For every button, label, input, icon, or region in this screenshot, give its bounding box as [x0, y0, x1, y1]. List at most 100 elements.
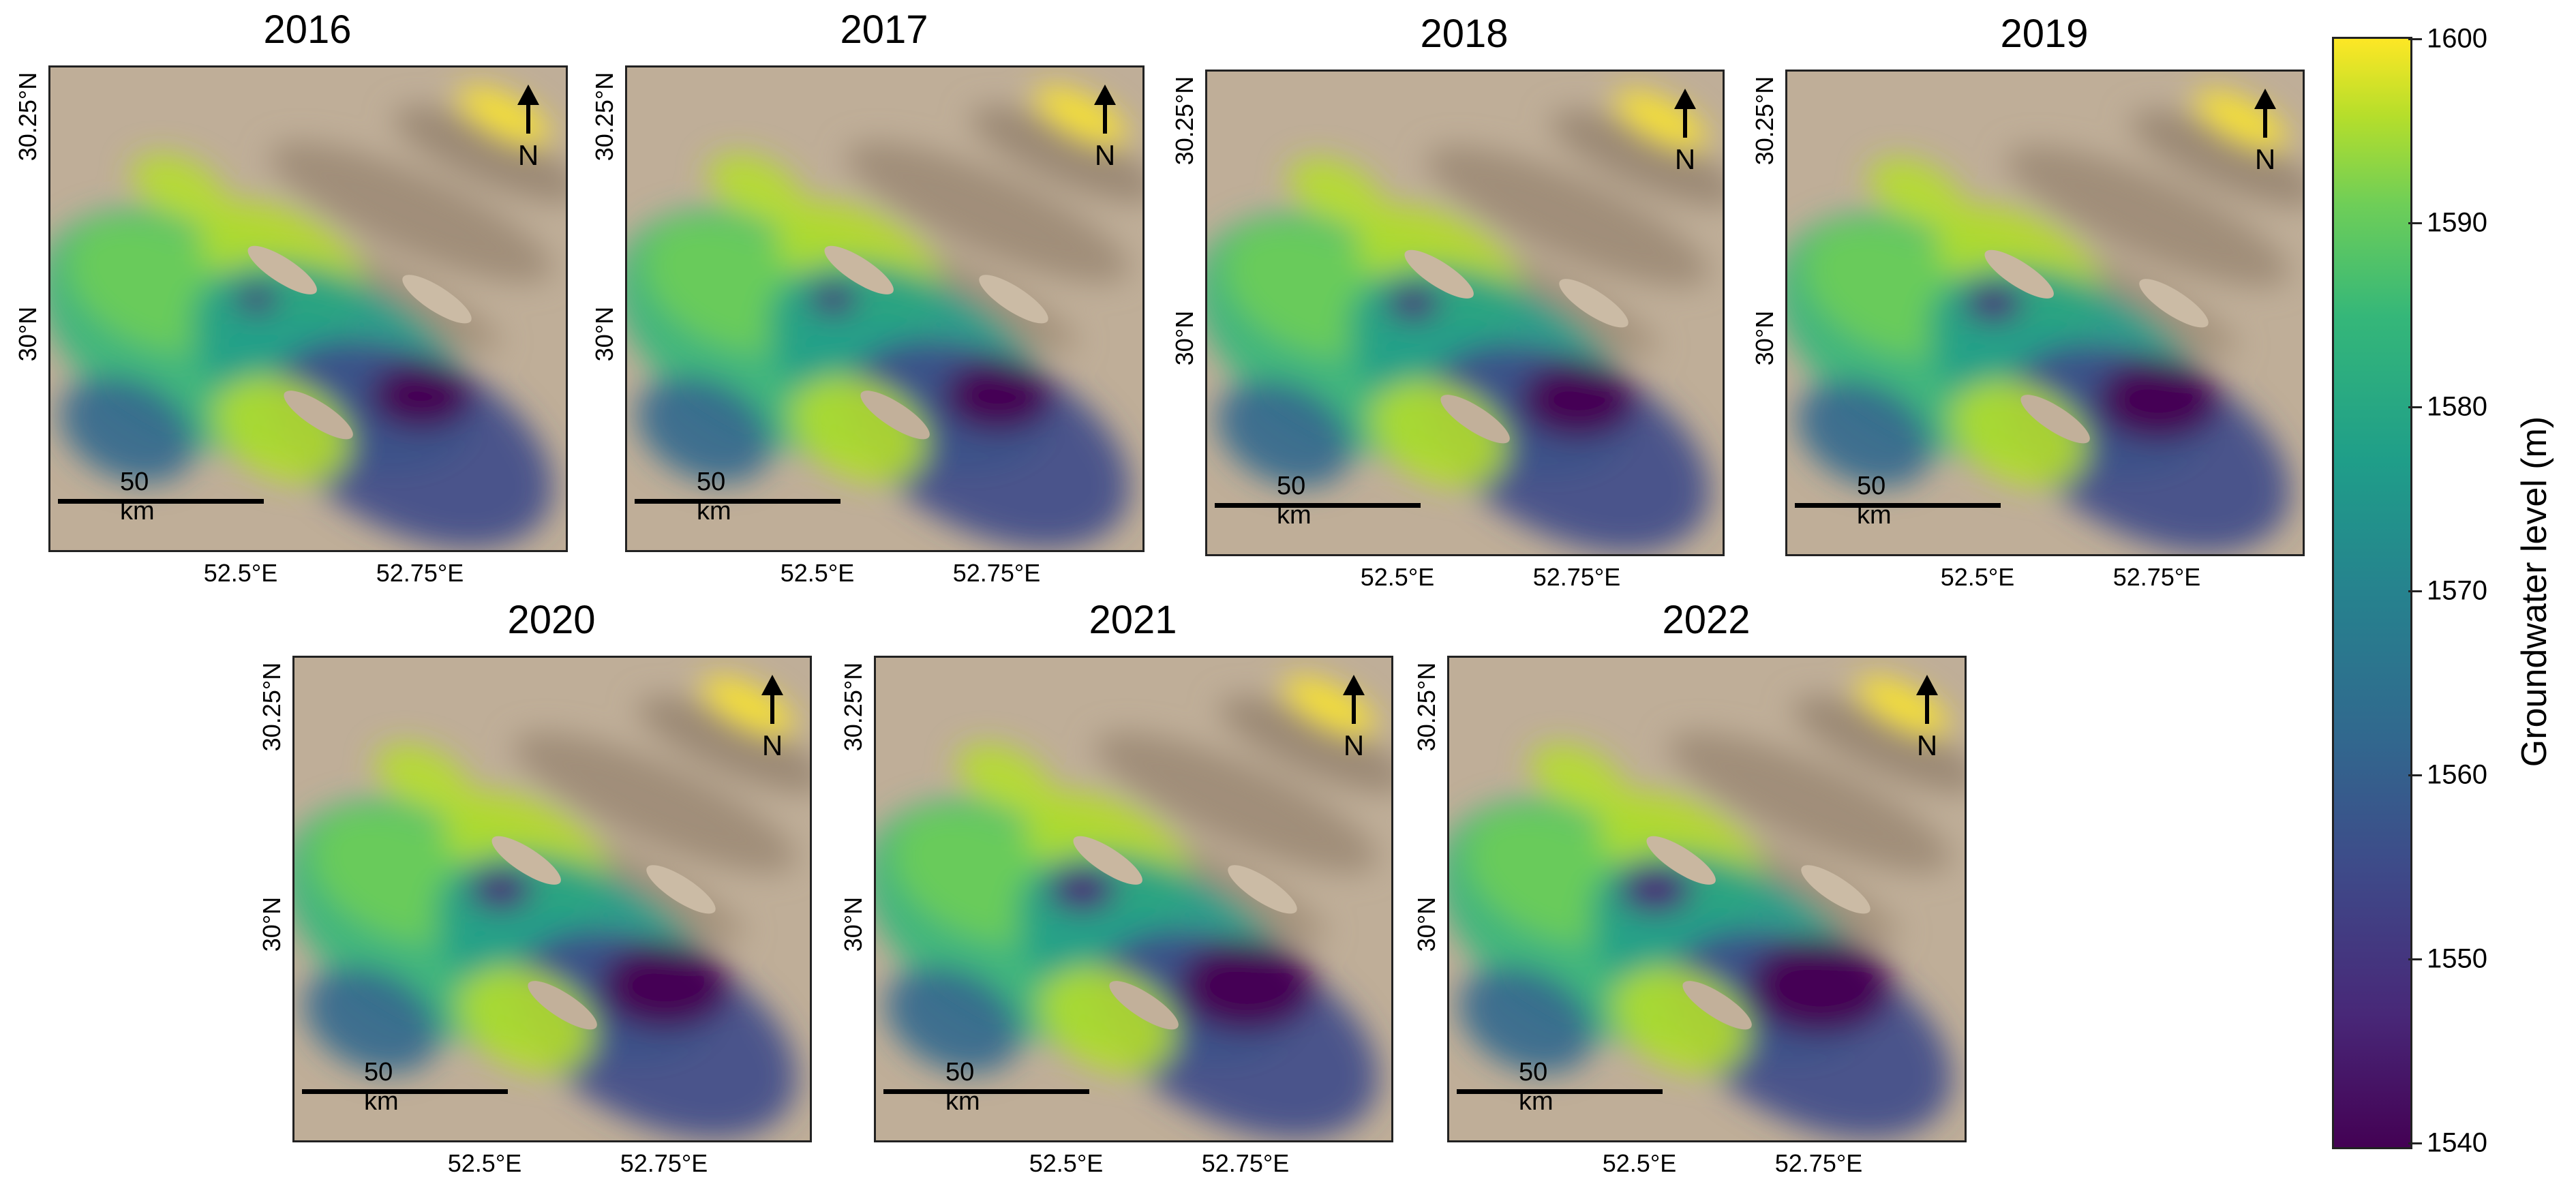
latitude-label: 30.25°N — [839, 662, 867, 752]
north-arrow-head — [2254, 89, 2276, 109]
scale-bar-label: 50 km — [945, 1058, 980, 1116]
scale-bar-label: 50 km — [697, 468, 731, 526]
scale-bar — [1457, 1089, 1663, 1094]
north-arrow-icon: N — [515, 85, 542, 173]
latitude-label: 30.25°N — [258, 662, 286, 752]
north-arrow-icon: N — [759, 675, 786, 763]
north-arrow-icon: N — [1340, 675, 1367, 763]
longitude-label: 52.5°E — [1602, 1149, 1677, 1177]
latitude-label: 30.25°N — [1751, 76, 1778, 166]
colorbar-tick-label: 1600 — [2427, 23, 2487, 54]
scale-bar — [58, 499, 264, 504]
scale-bar-label: 50 km — [1277, 472, 1312, 530]
longitude-label: 52.5°E — [1360, 563, 1435, 591]
colorbar-tick-mark — [2408, 590, 2422, 592]
north-arrow-head — [1343, 675, 1365, 695]
map-frame — [874, 656, 1393, 1142]
colorbar-tick-mark — [2408, 38, 2422, 40]
map-frame — [48, 65, 568, 552]
latitude-label: 30.25°N — [14, 72, 42, 162]
north-label: N — [761, 729, 783, 761]
north-arrow-shaft — [1925, 683, 1929, 724]
north-arrow-shaft — [526, 93, 530, 134]
north-label: N — [1916, 729, 1938, 761]
panel-title: 2016 — [263, 7, 352, 52]
colorbar-tick-label: 1560 — [2427, 759, 2487, 790]
longitude-label: 52.5°E — [780, 559, 855, 587]
colorbar-tick-label: 1590 — [2427, 207, 2487, 238]
groundwater-surface — [50, 86, 566, 549]
map-frame — [292, 656, 812, 1142]
map-frame — [1205, 70, 1725, 556]
scale-bar-label: 50 km — [364, 1058, 399, 1116]
north-arrow-icon: N — [1671, 89, 1699, 177]
colorbar-tick-mark — [2408, 406, 2422, 408]
longitude-label: 52.5°E — [447, 1149, 522, 1177]
north-arrow-head — [1674, 89, 1696, 109]
north-arrow-shaft — [1103, 93, 1107, 134]
north-arrow-head — [1094, 85, 1116, 105]
map-frame — [625, 65, 1145, 552]
scale-bar — [302, 1089, 508, 1094]
colorbar-tick-mark — [2408, 1142, 2422, 1144]
panel-title: 2018 — [1420, 12, 1509, 56]
longitude-label: 52.75°E — [620, 1149, 708, 1177]
colorbar-tick-label: 1570 — [2427, 575, 2487, 606]
groundwater-surface — [294, 676, 810, 1139]
scale-bar-label: 50 km — [1857, 472, 1892, 530]
north-arrow-head — [517, 85, 539, 105]
groundwater-map — [1449, 658, 1965, 1140]
panel-title: 2019 — [2000, 12, 2089, 56]
colorbar-tick-label: 1550 — [2427, 943, 2487, 974]
longitude-label: 52.75°E — [1774, 1149, 1863, 1177]
panel-title: 2017 — [840, 7, 928, 52]
groundwater-map — [294, 658, 810, 1140]
scale-bar — [1215, 503, 1421, 508]
scale-bar — [883, 1089, 1089, 1094]
groundwater-map — [876, 658, 1391, 1140]
longitude-label: 52.75°E — [2112, 563, 2201, 591]
latitude-label: 30°N — [258, 896, 286, 952]
latitude-label: 30°N — [1170, 310, 1198, 366]
colorbar-tick-mark — [2408, 774, 2422, 776]
groundwater-map — [1207, 72, 1723, 554]
north-arrow-shaft — [1683, 97, 1687, 138]
north-label: N — [2254, 143, 2276, 175]
longitude-label: 52.5°E — [203, 559, 278, 587]
scale-bar-label: 50 km — [120, 468, 155, 526]
map-frame — [1785, 70, 2305, 556]
groundwater-map — [50, 67, 566, 550]
latitude-label: 30°N — [1751, 310, 1778, 366]
north-label: N — [1674, 143, 1696, 175]
longitude-label: 52.75°E — [1532, 563, 1621, 591]
panel-title: 2020 — [507, 598, 596, 642]
latitude-label: 30°N — [590, 306, 618, 362]
groundwater-map — [627, 67, 1142, 550]
latitude-label: 30°N — [14, 306, 42, 362]
latitude-label: 30°N — [839, 896, 867, 952]
groundwater-map — [1787, 72, 2303, 554]
north-arrow-head — [1916, 675, 1938, 695]
north-label: N — [1094, 139, 1116, 171]
scale-bar — [1795, 503, 2001, 508]
north-label: N — [517, 139, 539, 171]
north-arrow-icon: N — [1913, 675, 1941, 763]
colorbar-tick-label: 1540 — [2427, 1127, 2487, 1158]
latitude-label: 30.25°N — [1170, 76, 1198, 166]
north-label: N — [1343, 729, 1365, 761]
colorbar — [2332, 37, 2412, 1149]
colorbar-title: Groundwater level (m) — [2515, 416, 2554, 767]
north-arrow-icon: N — [2252, 89, 2279, 177]
north-arrow-shaft — [2263, 97, 2267, 138]
panel-title: 2021 — [1089, 598, 1177, 642]
north-arrow-icon: N — [1091, 85, 1119, 173]
longitude-label: 52.5°E — [1029, 1149, 1104, 1177]
scale-bar — [635, 499, 840, 504]
colorbar-tick-label: 1580 — [2427, 391, 2487, 422]
latitude-label: 30.25°N — [590, 72, 618, 162]
north-arrow-head — [761, 675, 783, 695]
north-arrow-shaft — [770, 683, 774, 724]
north-arrow-shaft — [1352, 683, 1356, 724]
latitude-label: 30°N — [1412, 896, 1440, 952]
colorbar-tick-mark — [2408, 958, 2422, 960]
